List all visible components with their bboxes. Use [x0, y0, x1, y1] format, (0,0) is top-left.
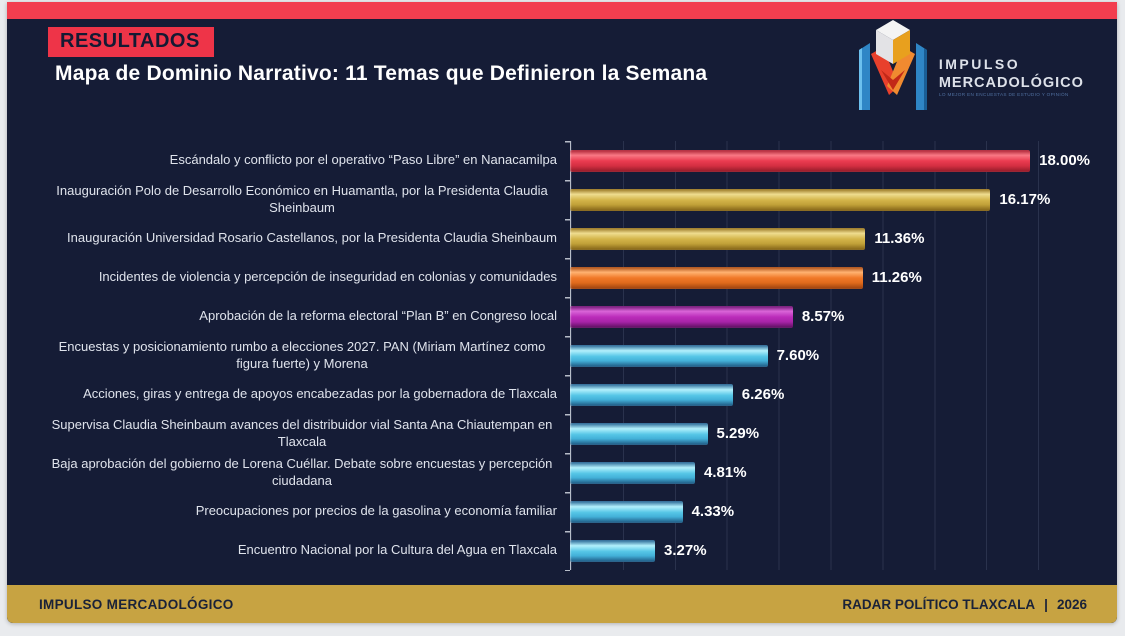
value-label: 3.27%	[664, 542, 707, 559]
bar	[570, 266, 863, 289]
category-label: Inauguración Polo de Desarrollo Económic…	[56, 182, 548, 215]
value-label: 7.60%	[776, 347, 820, 364]
row-plot: 5.29%	[570, 422, 1090, 445]
chart-row: Encuentro Nacional por la Cultura del Ag…	[47, 531, 1104, 570]
value-label: 4.81%	[704, 464, 747, 481]
chart-row: Preocupaciones por precios de la gasolin…	[47, 492, 1104, 531]
value-label: 16.17%	[999, 191, 1051, 208]
footer-program: RADAR POLÍTICO TLAXCALA | 2026	[842, 597, 1087, 612]
bar	[570, 539, 656, 562]
chart-row: Incidentes de violencia y percepción de …	[47, 258, 1104, 297]
chart-row: Inauguración Polo de Desarrollo Económic…	[47, 180, 1104, 219]
bar	[570, 188, 991, 211]
chart-row: Encuestas y posicionamiento rumbo a elec…	[47, 336, 1104, 375]
category-label: Encuestas y posicionamiento rumbo a elec…	[58, 338, 546, 371]
bar-chart: Escándalo y conflicto por el operativo “…	[47, 141, 1104, 571]
value-label: 18.00%	[1039, 152, 1090, 169]
logo-line1: IMPULSO	[938, 55, 1021, 72]
chart-row: Inauguración Universidad Rosario Castell…	[47, 219, 1104, 258]
value-label: 11.26%	[871, 269, 922, 286]
row-plot: 3.27%	[570, 539, 1090, 562]
row-plot: 11.26%	[570, 266, 1090, 289]
bar	[570, 422, 708, 445]
bar	[570, 344, 768, 367]
bar	[570, 461, 696, 484]
row-plot: 8.57%	[570, 305, 1090, 328]
row-plot: 4.81%	[570, 461, 1090, 484]
row-plot: 18.00%	[570, 149, 1090, 172]
chart-row: Supervisa Claudia Sheinbaum avances del …	[47, 414, 1104, 453]
footer-year: 2026	[1056, 596, 1087, 612]
footer-program-name: RADAR POLÍTICO TLAXCALA	[842, 596, 1036, 612]
bar	[570, 305, 793, 328]
category-label: Supervisa Claudia Sheinbaum avances del …	[51, 416, 553, 449]
value-label: 6.26%	[741, 386, 785, 403]
footer-brand: IMPULSO MERCADOLÓGICO	[39, 596, 234, 612]
logo-tagline: LO MEJOR EN ENCUESTAS DE ESTUDIO Y OPINI…	[938, 92, 1069, 98]
category-label: Aprobación de la reforma electoral “Plan…	[199, 308, 557, 324]
value-label: 11.36%	[874, 230, 925, 247]
row-plot: 7.60%	[570, 344, 1090, 367]
row-plot: 4.33%	[570, 500, 1090, 523]
category-label: Inauguración Universidad Rosario Castell…	[67, 230, 557, 246]
category-label: Encuentro Nacional por la Cultura del Ag…	[237, 542, 557, 558]
bar	[570, 383, 733, 406]
category-label: Baja aprobación del gobierno de Lorena C…	[51, 455, 553, 488]
category-label: Preocupaciones por precios de la gasolin…	[195, 503, 557, 519]
logo-line2: MERCADOLÓGICO	[938, 74, 1084, 91]
value-label: 5.29%	[716, 425, 760, 442]
top-accent-strip	[7, 2, 1117, 19]
bar	[570, 227, 866, 250]
bar	[570, 149, 1031, 172]
logo-m-icon	[858, 20, 927, 110]
category-label: Incidentes de violencia y percepción de …	[98, 269, 557, 285]
chart-row: Aprobación de la reforma electoral “Plan…	[47, 297, 1104, 336]
chart-rows: Escándalo y conflicto por el operativo “…	[47, 141, 1104, 570]
results-badge: RESULTADOS	[48, 27, 214, 57]
bar	[570, 500, 683, 523]
footer-bar: IMPULSO MERCADOLÓGICO RADAR POLÍTICO TLA…	[7, 585, 1117, 623]
category-label: Acciones, giras y entrega de apoyos enca…	[83, 386, 557, 402]
slide: RESULTADOS Mapa de Dominio Narrativo: 11…	[7, 2, 1117, 623]
chart-row: Baja aprobación del gobierno de Lorena C…	[47, 453, 1104, 492]
row-plot: 6.26%	[570, 383, 1090, 406]
chart-row: Acciones, giras y entrega de apoyos enca…	[47, 375, 1104, 414]
value-label: 4.33%	[691, 503, 735, 520]
row-plot: 11.36%	[570, 227, 1090, 250]
brand-logo: IMPULSO MERCADOLÓGICO LO MEJOR EN ENCUES…	[853, 18, 1105, 112]
page-title: Mapa de Dominio Narrativo: 11 Temas que …	[55, 62, 708, 85]
chart-row: Escándalo y conflicto por el operativo “…	[47, 141, 1104, 180]
row-plot: 16.17%	[570, 188, 1090, 211]
value-label: 8.57%	[801, 308, 845, 325]
logo-wordmark: IMPULSO MERCADOLÓGICO LO MEJOR EN ENCUES…	[939, 32, 1105, 99]
category-label: Escándalo y conflicto por el operativo “…	[169, 152, 557, 168]
footer-separator: |	[1044, 596, 1048, 612]
